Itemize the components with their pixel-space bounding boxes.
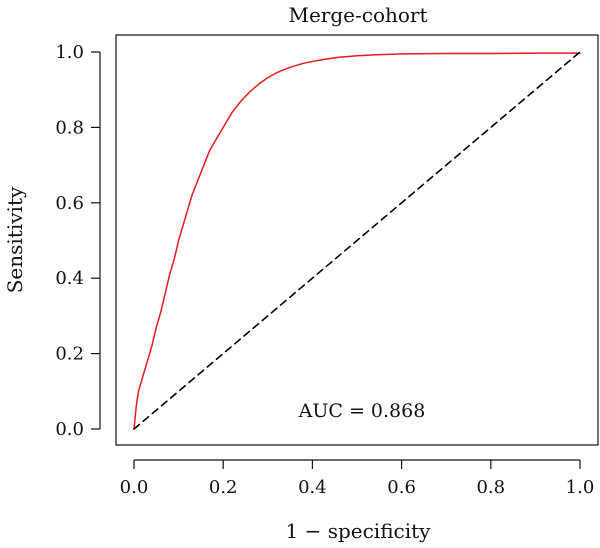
x-tick-label: 0.0 (120, 477, 149, 498)
y-tick-label: 0.4 (55, 268, 84, 289)
roc-curve (133, 52, 581, 430)
x-tick-label: 1.0 (566, 477, 595, 498)
y-tick-label: 1.0 (55, 42, 84, 63)
series-layer (133, 51, 581, 430)
y-axis-label: Sensitivity (3, 186, 27, 293)
x-tick-label: 0.6 (387, 477, 416, 498)
x-tick-label: 0.8 (476, 477, 505, 498)
plot-frame (115, 34, 599, 446)
reference-diagonal-line (133, 51, 581, 430)
y-axis: 0.0 0.2 0.4 0.6 0.8 1.0 (55, 42, 101, 440)
chart-title: Merge-cohort (288, 3, 427, 27)
y-tick-label: 0.2 (55, 344, 84, 365)
y-tick-label: 0.0 (55, 419, 84, 440)
auc-annotation: AUC = 0.868 (298, 400, 426, 422)
x-axis-label: 1 − specificity (286, 519, 432, 543)
x-tick-label: 0.4 (298, 477, 327, 498)
x-tick-label: 0.2 (209, 477, 238, 498)
x-axis: 0.0 0.2 0.4 0.6 0.8 1.0 (120, 459, 595, 498)
y-tick-label: 0.8 (55, 117, 84, 138)
y-tick-label: 0.6 (55, 193, 84, 214)
